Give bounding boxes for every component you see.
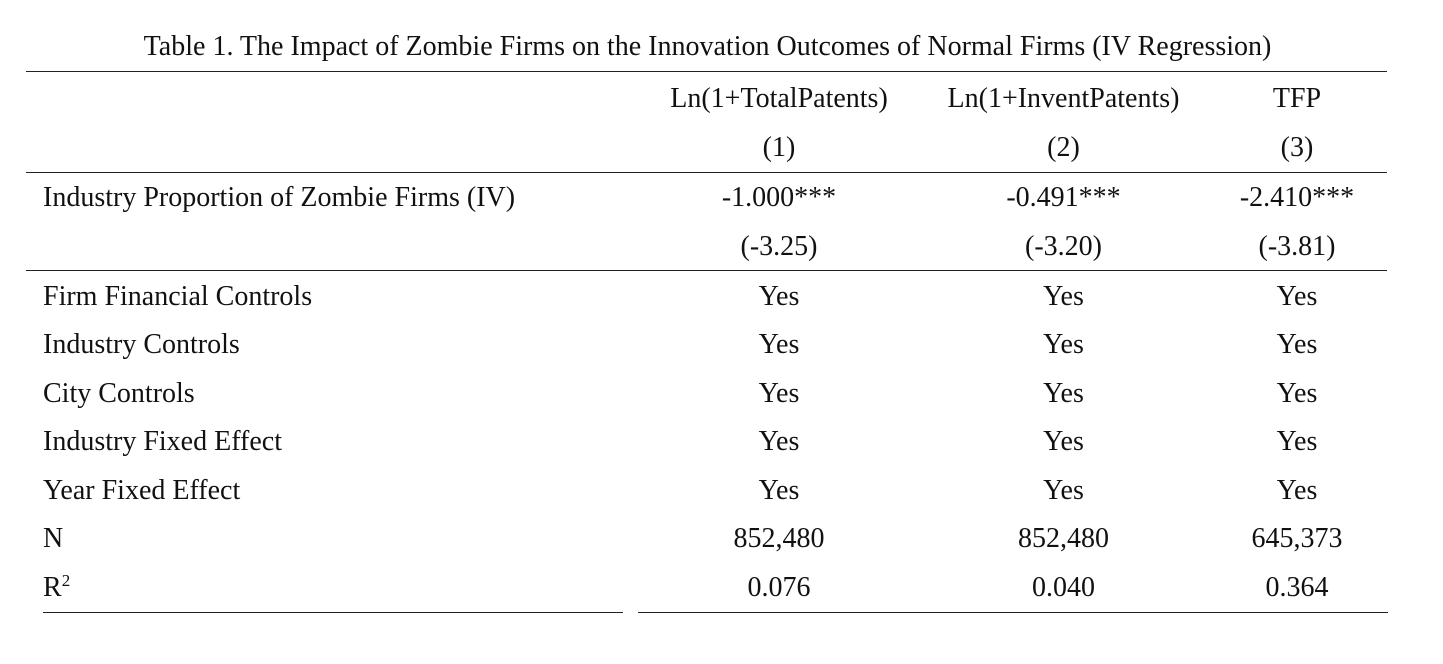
industry-controls-1: Yes xyxy=(758,329,800,360)
bottom-rule-right xyxy=(638,612,1388,613)
city-controls-2: Yes xyxy=(1043,378,1084,409)
firm-financial-controls-label: Firm Financial Controls xyxy=(43,281,313,312)
observations-2: 852,480 xyxy=(1018,523,1109,554)
year-fixed-effect-3: Yes xyxy=(1276,475,1318,506)
firm-financial-controls-3: Yes xyxy=(1276,281,1318,312)
column-number-1: (1) xyxy=(762,132,796,163)
city-controls-label: City Controls xyxy=(43,378,195,409)
industry-controls-3: Yes xyxy=(1276,329,1318,360)
industry-controls-label: Industry Controls xyxy=(43,329,240,360)
body-rule xyxy=(26,270,1387,271)
industry-fixed-effect-1: Yes xyxy=(758,426,800,457)
iv-t-stat-3: (-3.81) xyxy=(1258,231,1336,262)
year-fixed-effect-label: Year Fixed Effect xyxy=(43,475,241,506)
r-squared-2: 0.040 xyxy=(1032,572,1095,603)
industry-fixed-effect-label: Industry Fixed Effect xyxy=(43,426,282,457)
observations-1: 852,480 xyxy=(733,523,825,554)
r-squared-1: 0.076 xyxy=(747,572,811,603)
year-fixed-effect-2: Yes xyxy=(1043,475,1084,506)
column-header-3: TFP xyxy=(1272,83,1322,114)
r-squared-3: 0.364 xyxy=(1265,572,1329,603)
bottom-rule-left xyxy=(43,612,623,613)
column-number-3: (3) xyxy=(1280,132,1314,163)
observations-label: N xyxy=(43,523,64,554)
iv-row-label: Industry Proportion of Zombie Firms (IV) xyxy=(43,182,516,213)
r-squared-base: R xyxy=(43,572,62,603)
iv-coefficient-3: -2.410*** xyxy=(1239,182,1355,213)
industry-controls-2: Yes xyxy=(1043,329,1084,360)
table-caption: Table 1. The Impact of Zombie Firms on t… xyxy=(143,31,1272,62)
industry-fixed-effect-3: Yes xyxy=(1276,426,1318,457)
top-rule xyxy=(26,71,1387,72)
iv-t-stat-2: (-3.20) xyxy=(1025,231,1102,262)
iv-coefficient-1: -1.000*** xyxy=(721,182,837,213)
firm-financial-controls-2: Yes xyxy=(1043,281,1084,312)
r-squared-superscript: 2 xyxy=(61,571,71,590)
city-controls-3: Yes xyxy=(1276,378,1318,409)
column-header-2: Ln(1+InventPatents) xyxy=(947,83,1180,114)
iv-coefficient-2: -0.491*** xyxy=(1006,182,1121,213)
year-fixed-effect-1: Yes xyxy=(758,475,800,506)
firm-financial-controls-1: Yes xyxy=(758,281,800,312)
column-header-1: Ln(1+TotalPatents) xyxy=(670,83,888,114)
industry-fixed-effect-2: Yes xyxy=(1043,426,1084,457)
observations-3: 645,373 xyxy=(1251,523,1343,554)
column-number-2: (2) xyxy=(1047,132,1080,163)
city-controls-1: Yes xyxy=(758,378,800,409)
r-squared-label: R2 xyxy=(43,570,70,606)
iv-t-stat-1: (-3.25) xyxy=(740,231,818,262)
header-rule xyxy=(26,172,1387,173)
